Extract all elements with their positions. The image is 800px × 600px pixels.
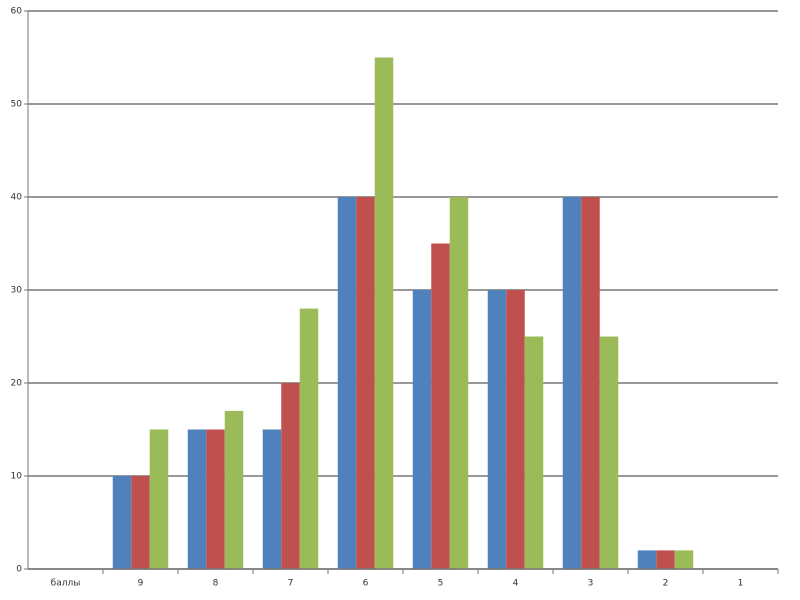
y-tick-label: 30 bbox=[11, 286, 23, 296]
bar bbox=[524, 336, 544, 569]
x-tick-label: 2 bbox=[663, 579, 669, 589]
y-tick-label: 20 bbox=[11, 379, 23, 389]
bar bbox=[337, 197, 357, 569]
y-tick-label: 10 bbox=[11, 472, 23, 482]
bar bbox=[431, 243, 450, 569]
x-tick-label: 7 bbox=[288, 579, 294, 589]
y-tick-label: 40 bbox=[11, 193, 23, 203]
bar bbox=[637, 550, 657, 569]
bar bbox=[131, 476, 150, 569]
bar bbox=[374, 57, 394, 569]
bar bbox=[149, 429, 169, 569]
x-tick-label: 6 bbox=[363, 579, 369, 589]
bar bbox=[281, 383, 300, 569]
bar bbox=[487, 290, 507, 569]
y-tick-label: 0 bbox=[16, 565, 22, 575]
bar bbox=[674, 550, 694, 569]
bar bbox=[506, 290, 525, 569]
y-tick-label: 60 bbox=[11, 7, 23, 17]
x-tick-label: 5 bbox=[438, 579, 444, 589]
x-tick-label: 4 bbox=[513, 579, 519, 589]
bar bbox=[562, 197, 582, 569]
x-tick-label: баллы bbox=[51, 579, 81, 589]
y-tick-label: 50 bbox=[11, 100, 23, 110]
bar bbox=[599, 336, 619, 569]
bar bbox=[299, 308, 319, 569]
bar bbox=[187, 429, 207, 569]
bar bbox=[206, 429, 225, 569]
x-tick-label: 1 bbox=[738, 579, 744, 589]
bar bbox=[449, 197, 469, 569]
bar bbox=[112, 476, 132, 569]
x-tick-label: 8 bbox=[213, 579, 219, 589]
x-tick-label: 9 bbox=[138, 579, 144, 589]
bar bbox=[581, 197, 600, 569]
x-tick-label: 3 bbox=[588, 579, 594, 589]
bar bbox=[356, 197, 375, 569]
bar bbox=[656, 550, 675, 569]
bar bbox=[412, 290, 432, 569]
bar bbox=[224, 410, 244, 569]
bar bbox=[262, 429, 282, 569]
